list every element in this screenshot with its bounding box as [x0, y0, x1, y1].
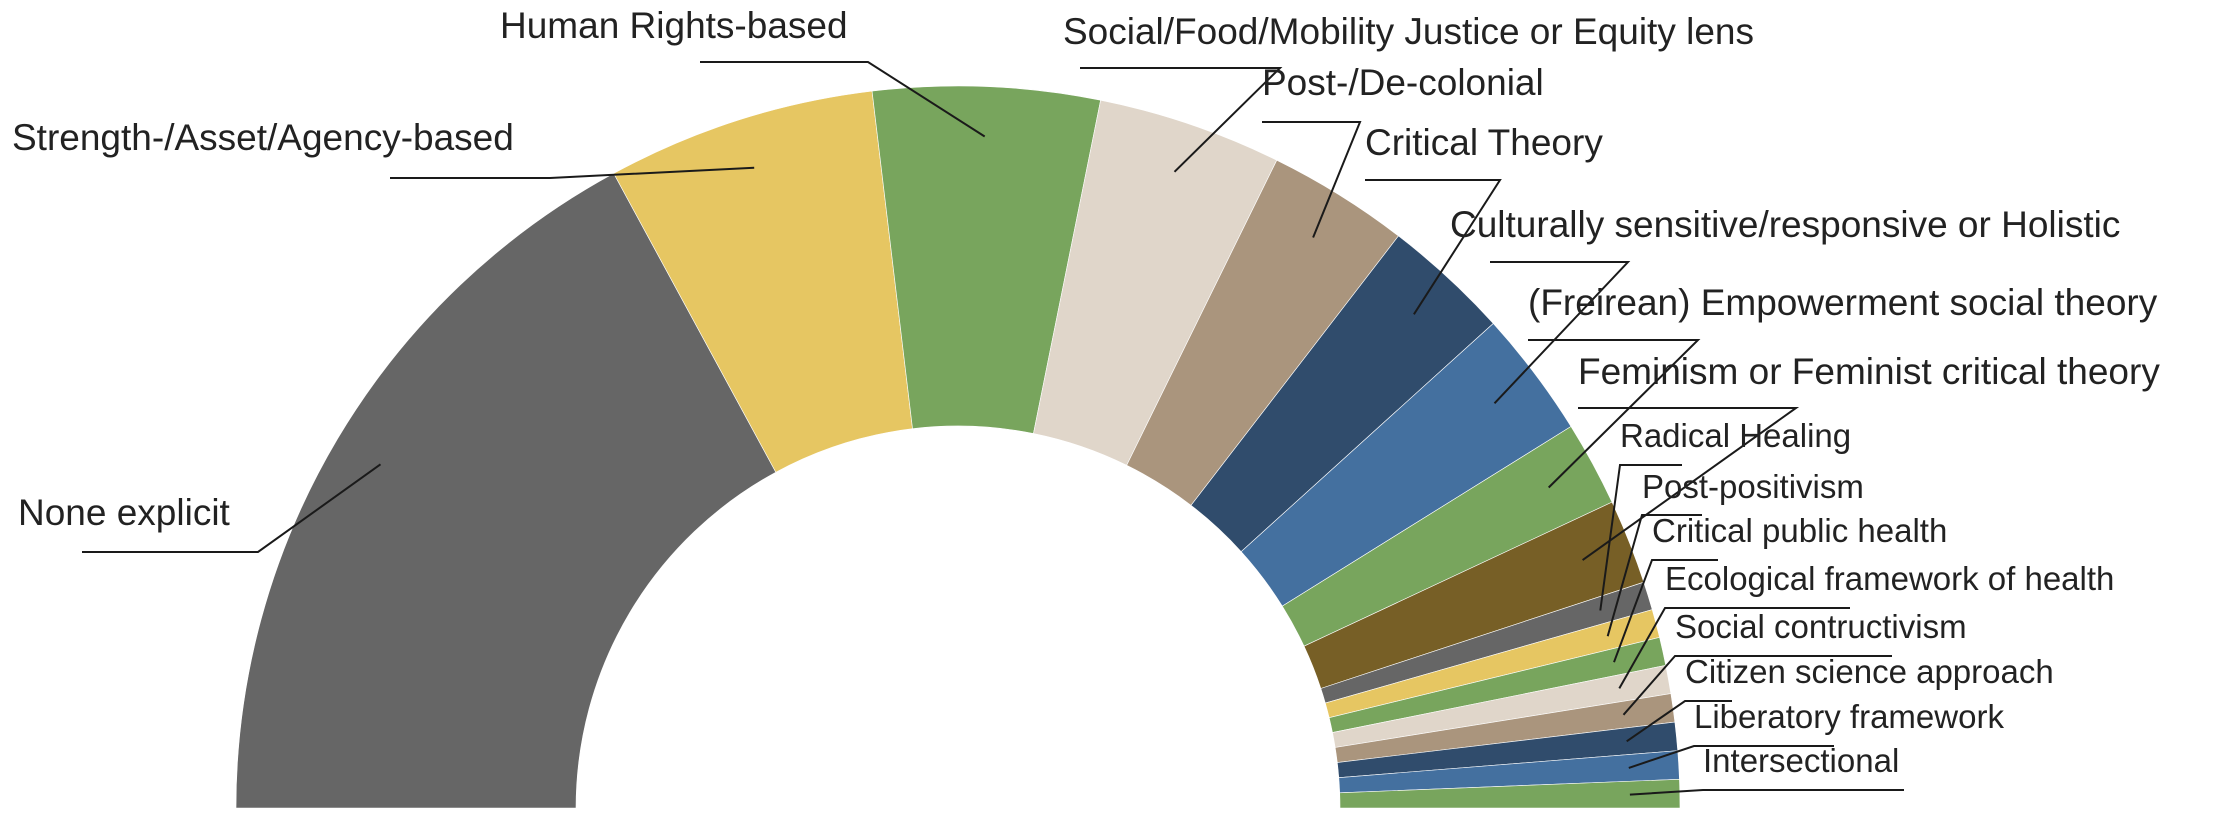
category-label-5: Post-/De-colonial: [1262, 62, 1544, 103]
category-labels: None explicit Strength-/Asset/Agency-base…: [12, 5, 2160, 779]
leader-line-17: [1629, 789, 1904, 796]
category-label-3: Human Rights-based: [500, 5, 848, 46]
leader-line-11: [1606, 514, 1702, 637]
leader-line-1: [82, 463, 382, 553]
category-label-11: Post-positivism: [1642, 468, 1864, 505]
category-label-7: Culturally sensitive/responsive or Holis…: [1450, 204, 2120, 245]
leader-line-3: [700, 61, 986, 138]
category-label-9: Feminism or Feminist critical theory: [1578, 351, 2160, 392]
segment-1: [235, 172, 777, 809]
category-label-8: (Freirean) Empowerment social theory: [1528, 282, 2158, 323]
leader-line-16: [1628, 745, 1834, 769]
category-label-13: Ecological framework of health: [1665, 560, 2114, 597]
category-label-16: Liberatory framework: [1694, 698, 2004, 735]
leader-line-9: [1578, 407, 1800, 561]
leader-line-4: [1080, 67, 1283, 173]
leader-line-6: [1365, 179, 1502, 315]
leader-line-2: [390, 166, 755, 179]
leader-line-13: [1618, 607, 1850, 689]
leader-line-15: [1626, 700, 1732, 743]
category-label-12: Critical public health: [1652, 512, 1947, 549]
category-label-4: Social/Food/Mobility Justice or Equity l…: [1063, 11, 1754, 52]
chart-segments: [235, 85, 1681, 809]
leader-line-12: [1613, 559, 1718, 663]
leader-lines: [82, 61, 1904, 796]
leader-line-8: [1528, 339, 1701, 489]
category-label-10: Radical Healing: [1620, 417, 1851, 454]
category-label-17: Intersectional: [1703, 742, 1899, 779]
leader-line-14: [1622, 655, 1892, 716]
category-label-14: Social contructivism: [1675, 608, 1967, 645]
category-label-6: Critical Theory: [1365, 122, 1603, 163]
leader-line-7: [1490, 261, 1631, 404]
category-label-2: Strength-/Asset/Agency-based: [12, 117, 514, 158]
category-label-1: None explicit: [18, 492, 231, 533]
category-label-15: Citizen science approach: [1685, 653, 2054, 690]
leader-line-5: [1262, 121, 1362, 238]
leader-line-10: [1599, 464, 1682, 611]
segment-17: [1339, 778, 1681, 809]
